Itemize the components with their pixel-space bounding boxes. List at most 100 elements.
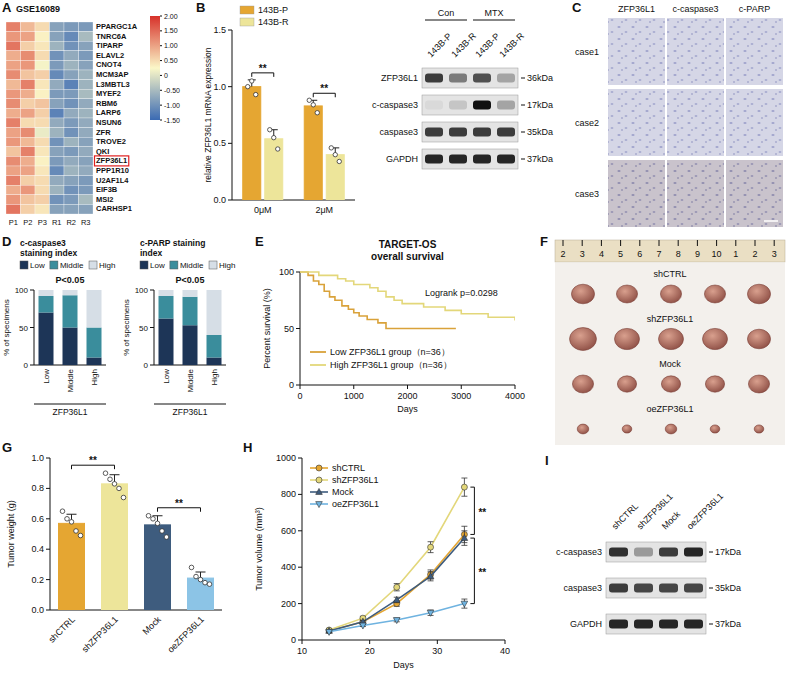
- cell: [79, 166, 94, 176]
- marker: [393, 618, 400, 624]
- title: GSE16089: [16, 4, 60, 14]
- cell: [35, 195, 50, 205]
- colorbar: [150, 16, 160, 120]
- panel-letter: B: [196, 0, 205, 15]
- plot-marks: [39, 290, 102, 365]
- colorbar-label: -0.50: [164, 87, 180, 94]
- marker: [461, 601, 468, 607]
- x-tick-label: 2μM: [315, 205, 333, 215]
- point: [146, 513, 151, 518]
- error-bar: [394, 584, 400, 591]
- cell: [50, 118, 65, 128]
- band: [659, 584, 678, 593]
- bar-segment: [87, 290, 102, 328]
- cell: [6, 147, 21, 157]
- band: [609, 548, 628, 557]
- cell: [6, 60, 21, 70]
- cell: [35, 156, 50, 166]
- column-header: ZFP36L1: [618, 4, 655, 14]
- tumor: [748, 375, 769, 393]
- cell: [35, 204, 50, 214]
- bar: [102, 484, 128, 610]
- x-axis-title: Days: [393, 660, 414, 670]
- bar-segment: [207, 335, 222, 358]
- cell: [35, 22, 50, 32]
- row-label: caspase3: [563, 583, 602, 593]
- cell: [50, 22, 65, 32]
- cell: [79, 60, 94, 70]
- cell: [6, 118, 21, 128]
- point: [164, 535, 169, 540]
- band: [449, 128, 467, 137]
- x-tick: [437, 640, 438, 644]
- ihc-tint: [667, 160, 724, 227]
- point: [160, 529, 165, 534]
- band: [659, 620, 678, 629]
- y-tick-label: 50: [19, 324, 28, 333]
- marker: [427, 573, 434, 579]
- band: [425, 128, 443, 137]
- cell: [64, 108, 79, 118]
- cell: [64, 195, 79, 205]
- column-label: R1: [52, 218, 62, 227]
- x-tick: [505, 640, 506, 644]
- cell: [21, 166, 36, 176]
- band: [609, 620, 628, 629]
- ihc-image: [726, 89, 783, 156]
- y-tick: [296, 328, 300, 329]
- colorbar-label: 1.00: [164, 42, 178, 49]
- ruler-tick: [659, 240, 660, 246]
- row-label: case3: [575, 189, 599, 199]
- cell: [21, 147, 36, 157]
- row-label: case1: [575, 47, 599, 57]
- y-tick: [296, 272, 300, 273]
- tumor: [754, 425, 764, 433]
- significance: **: [175, 498, 183, 509]
- ihc-image: [608, 160, 665, 227]
- cell: [50, 195, 65, 205]
- cell: [79, 185, 94, 195]
- cell: [35, 166, 50, 176]
- x-tick: [302, 640, 303, 644]
- y-tick-label: 200: [281, 599, 296, 609]
- cell: [35, 70, 50, 80]
- ihc-tint: [608, 89, 665, 156]
- x-tick-label: 0: [297, 391, 302, 401]
- column-label: R2: [66, 218, 76, 227]
- colorbar-label: -1.00: [164, 102, 180, 109]
- ihc-tint: [667, 18, 724, 85]
- panel-letter: I: [545, 453, 549, 468]
- lane-label: oeZFP36L1: [685, 491, 725, 531]
- bar-segment: [159, 296, 174, 319]
- colorbar-tick: [160, 90, 162, 91]
- band: [609, 584, 628, 593]
- row-label: TIPARP: [96, 41, 123, 50]
- title: TARGET-OSoverall survival: [371, 239, 444, 262]
- ruler-label: 6: [637, 249, 642, 259]
- cell: [50, 80, 65, 90]
- cell: [50, 32, 65, 42]
- ihc-image: [667, 160, 724, 227]
- column-label: R3: [81, 218, 91, 227]
- tumor: [705, 376, 724, 392]
- error-bar: [461, 599, 467, 608]
- cell: [21, 108, 36, 118]
- legend-label: shZFP36L1: [332, 475, 379, 485]
- point: [60, 509, 65, 514]
- legend-label: High ZFP36L1 group（n=36）: [330, 360, 452, 370]
- row-label: c-caspase3: [372, 100, 418, 110]
- cell: [79, 41, 94, 51]
- legend-label: High: [99, 261, 115, 270]
- cell: [21, 176, 36, 186]
- bar-segment: [63, 328, 78, 366]
- tumor: [617, 376, 636, 392]
- cell: [21, 80, 36, 90]
- point: [65, 517, 70, 522]
- ruler: [555, 240, 785, 262]
- row-label: shCTRL: [653, 269, 686, 279]
- legend-label: Middle: [180, 261, 204, 270]
- y-axis-title: % of specimens: [122, 299, 131, 355]
- error-bar: [428, 542, 434, 553]
- column-header: c-caspase3: [672, 4, 718, 14]
- bar-segment: [63, 290, 78, 295]
